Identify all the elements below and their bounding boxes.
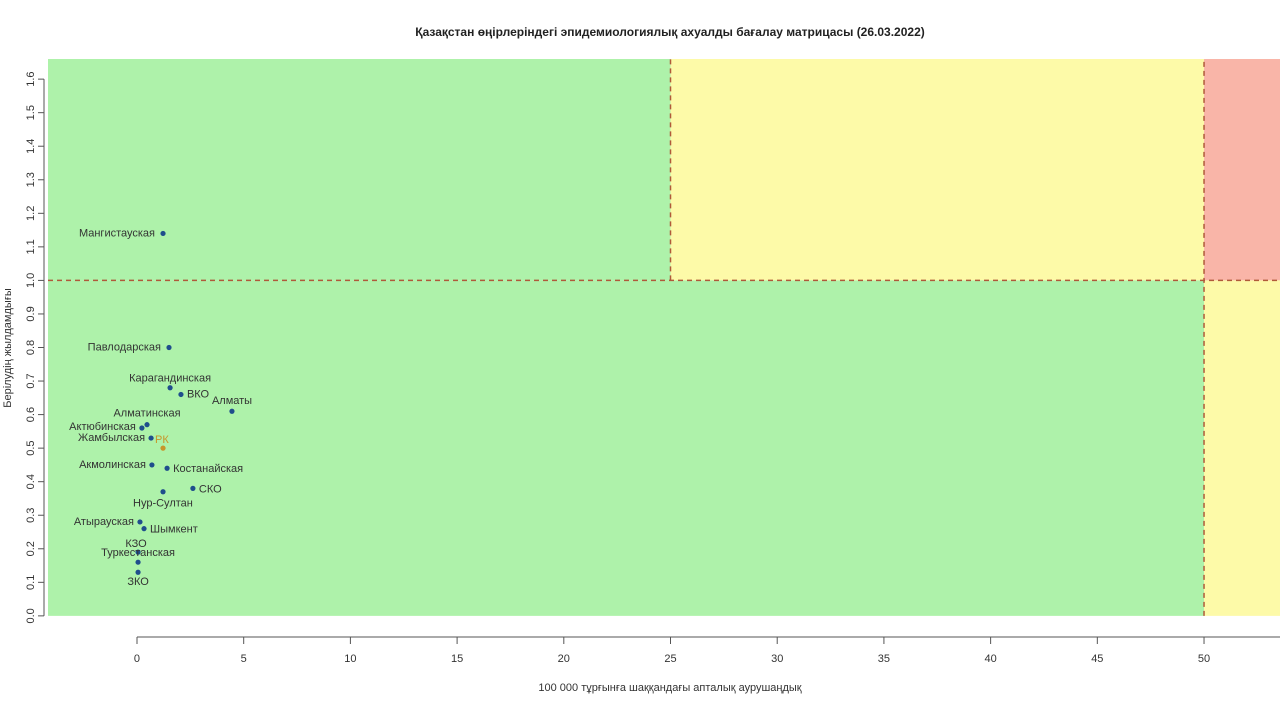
point-label: Алматинская (113, 408, 180, 420)
y-tick-label: 1.6 (25, 71, 37, 86)
y-tick-label: 1.4 (25, 139, 37, 154)
point-label: Жамбылская (78, 432, 145, 444)
point (135, 549, 141, 555)
y-tick-label: 0.1 (25, 575, 37, 590)
point (139, 425, 145, 431)
point-label: Алматы (212, 395, 252, 407)
zone (48, 280, 1205, 616)
x-tick-label: 0 (134, 653, 140, 665)
y-tick-label: 0.5 (25, 440, 37, 455)
point-label: СКО (199, 483, 222, 495)
y-axis-label: Берілудің жылдамдығы (2, 288, 14, 408)
x-tick-label: 30 (771, 653, 783, 665)
point (166, 344, 172, 351)
point-label: Костанайская (173, 463, 243, 475)
y-tick-label: 1.5 (25, 105, 37, 120)
point-label: Актюбинская (69, 421, 136, 433)
point (178, 391, 184, 398)
point-label: КЗО (125, 538, 147, 550)
y-tick-label: 0.3 (25, 508, 37, 523)
point (135, 569, 141, 575)
y-tick-label: 0.7 (25, 373, 37, 388)
zone (1204, 280, 1280, 616)
x-tick-label: 35 (878, 653, 890, 665)
x-tick-label: 10 (344, 653, 356, 665)
y-tick-label: 0.6 (25, 407, 37, 422)
x-axis-label: 100 000 тұрғынға шаққандағы апталық ауру… (538, 682, 801, 694)
point-label: Акмолинская (79, 459, 146, 471)
y-tick-label: 0.4 (25, 474, 37, 489)
y-tick-label: 1.1 (25, 239, 37, 254)
point-label: ВКО (187, 388, 210, 400)
point-label: Шымкент (150, 524, 198, 536)
zone (48, 59, 671, 281)
point (229, 408, 235, 414)
point-label: ЗКО (127, 576, 149, 588)
point (148, 435, 154, 441)
y-tick-label: 1.2 (25, 206, 37, 221)
y-tick-label: 0.2 (25, 541, 37, 556)
point (144, 422, 150, 428)
x-tick-label: 25 (664, 653, 676, 665)
point (167, 385, 173, 391)
chart-title: Қазақстан өңірлеріндегі эпидемиологиялық… (415, 25, 925, 39)
zone (670, 59, 1205, 281)
point (160, 445, 166, 451)
point-label: Мангистауская (79, 227, 155, 239)
point-label: Атырауская (74, 516, 134, 528)
point-label: Павлодарская (88, 341, 161, 353)
point (135, 559, 141, 565)
y-tick-label: 0.0 (25, 608, 37, 623)
y-tick-label: 0.9 (25, 306, 37, 321)
x-tick-label: 5 (241, 653, 247, 665)
y-tick-label: 1.3 (25, 172, 37, 187)
x-tick-label: 20 (558, 653, 570, 665)
x-tick-label: 15 (451, 653, 463, 665)
x-tick-label: 45 (1091, 653, 1103, 665)
x-tick-label: 50 (1198, 653, 1210, 665)
point (190, 485, 196, 491)
point-label: РК (155, 434, 169, 446)
point-label: Туркестанская (101, 547, 175, 559)
point (160, 489, 166, 495)
zone (1204, 59, 1280, 281)
y-tick-label: 1.0 (25, 273, 37, 288)
point (149, 462, 155, 468)
point (160, 230, 166, 237)
point-label: Нур-Султан (133, 498, 193, 510)
x-tick-label: 40 (984, 653, 996, 665)
point (137, 519, 143, 525)
point (164, 465, 170, 471)
point-label: Карагандинская (129, 373, 211, 385)
y-tick-label: 0.8 (25, 340, 37, 355)
point (141, 526, 147, 532)
